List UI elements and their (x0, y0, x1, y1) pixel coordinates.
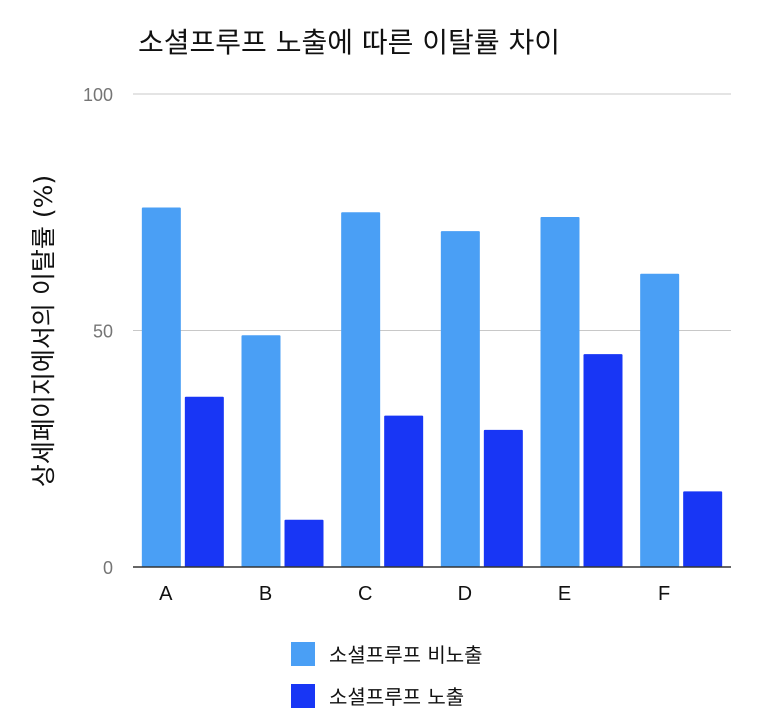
y-tick-label: 0 (103, 558, 113, 578)
x-tick-label: A (159, 583, 173, 605)
bar-E-exposed (583, 354, 623, 567)
bar-F-non-exposed (640, 273, 680, 567)
legend-swatch (291, 642, 315, 666)
axes: 0 50 100 A B C D E F (83, 85, 731, 605)
x-tick-label: E (558, 583, 571, 605)
bars (141, 207, 723, 568)
bar-E-non-exposed (540, 216, 580, 568)
bar-F-exposed (683, 491, 723, 567)
bar-A-non-exposed (141, 207, 181, 567)
x-tick-label: B (259, 583, 272, 605)
bar-B-exposed (284, 519, 324, 567)
bar-A-exposed (184, 396, 224, 567)
legend-label: 소셜프루프 비노출 (329, 643, 483, 667)
chart-title: 소셜프루프 노출에 따른 이탈률 차이 (138, 26, 560, 59)
bar-B-non-exposed (241, 335, 281, 567)
y-axis-label: 상세페이지에서의 이탈률 (%) (29, 175, 58, 487)
x-tick-label: D (458, 583, 472, 605)
bar-C-exposed (384, 415, 424, 567)
y-tick-label: 50 (93, 322, 113, 342)
x-tick-label: C (358, 583, 372, 605)
bar-D-exposed (483, 429, 523, 567)
legend-swatch (291, 684, 315, 708)
x-tick-label: F (658, 583, 670, 605)
gridlines (133, 93, 731, 331)
bar-C-non-exposed (341, 212, 381, 567)
legend-label: 소셜프루프 노출 (329, 685, 464, 709)
y-tick-label: 100 (83, 85, 113, 105)
bar-D-non-exposed (440, 231, 480, 568)
